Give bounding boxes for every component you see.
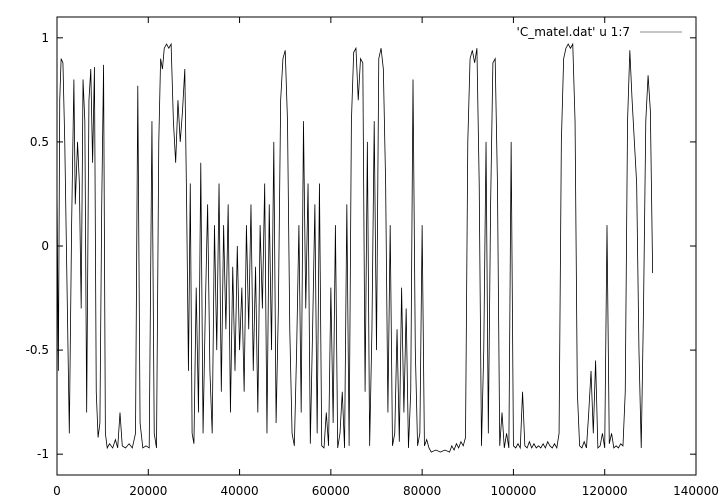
y-tick-label: -0.5 [26,343,49,357]
y-tick-label: 1 [41,31,49,45]
x-tick-label: 80000 [403,484,441,498]
x-tick-label: 20000 [129,484,167,498]
x-axis-tick-labels: 0 20000 40000 60000 80000 100000 120000 140000 [53,484,719,498]
y-tick-label: -1 [37,447,49,461]
x-tick-label: 0 [53,484,61,498]
x-tick-label: 40000 [220,484,258,498]
x-tick-label: 100000 [491,484,537,498]
y-axis-ticks [57,37,696,455]
y-tick-label: 0 [41,239,49,253]
legend: 'C_matel.dat' u 1:7 [517,25,682,39]
x-tick-label: 120000 [582,484,628,498]
x-tick-label: 60000 [312,484,350,498]
legend-label: 'C_matel.dat' u 1:7 [517,25,630,39]
series-line [56,42,654,453]
y-axis-tick-labels: 1 0.5 0 -0.5 -1 [26,31,49,461]
y-tick-label: 0.5 [30,135,49,149]
x-axis-ticks [56,17,697,475]
x-tick-label: 140000 [673,484,719,498]
